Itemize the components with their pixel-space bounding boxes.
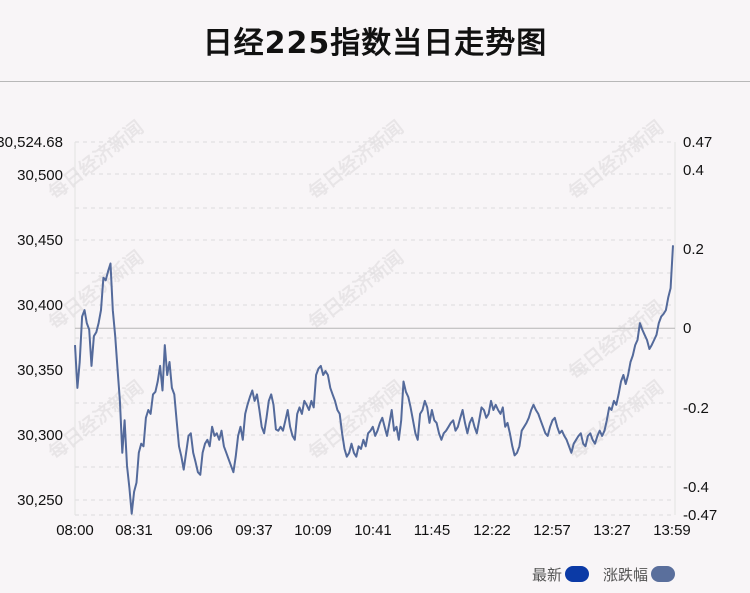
x-tick-label: 09:06 (175, 522, 213, 539)
y-left-tick-label: 30,500 (17, 167, 63, 184)
y-right-tick-label: 0.4 (683, 162, 704, 179)
x-tick-label: 13:59 (653, 522, 691, 539)
x-axis-labels: 08:00 08:31 09:06 09:37 10:09 10:41 11:45 12:22… (56, 522, 691, 539)
watermark-text: 每日经济新闻 (564, 116, 668, 204)
y-right-tick-label: -0.4 (683, 479, 709, 496)
x-tick-label: 09:37 (235, 522, 273, 539)
y-right-tick-label: -0.47 (683, 507, 717, 524)
watermark-text: 每日经济新闻 (564, 296, 668, 384)
y-right-tick-label: -0.2 (683, 400, 709, 417)
y-left-tick-label: 30,350 (17, 362, 63, 379)
legend-label-change: 涨跌幅 (603, 565, 649, 584)
watermark-text: 每日经济新闻 (44, 246, 148, 334)
series-layer (74, 245, 674, 515)
y-left-tick-label: 30,300 (17, 427, 63, 444)
y-right-tick-label: 0.2 (683, 241, 704, 258)
y-left-tick-label: 30,524.68 (0, 134, 63, 151)
x-tick-label: 08:00 (56, 522, 94, 539)
grid-lines (75, 141, 675, 516)
x-tick-label: 12:57 (533, 522, 571, 539)
x-tick-label: 11:45 (414, 522, 450, 539)
legend-item-change[interactable]: 涨跌幅 (603, 564, 676, 585)
watermark-text: 每日经济新闻 (304, 246, 408, 334)
y-axis-left-labels: 30,524.68 30,500 30,450 30,400 30,350 30,300 3… (0, 134, 63, 509)
chart-title: 日经225指数当日走势图 (202, 26, 548, 61)
watermark-text: 每日经济新闻 (44, 376, 148, 464)
legend: 最新 涨跌幅 (532, 563, 689, 585)
x-tick-label: 13:27 (593, 522, 631, 539)
legend-swatch-latest (565, 566, 590, 582)
x-tick-label: 08:31 (115, 522, 153, 539)
y-left-tick-label: 30,400 (17, 297, 63, 314)
y-right-tick-label: 0.47 (683, 134, 712, 151)
watermark-text: 每日经济新闻 (304, 116, 408, 204)
legend-label-latest: 最新 (532, 565, 563, 584)
y-left-tick-label: 30,450 (17, 232, 63, 249)
watermark-text: 每日经济新闻 (44, 116, 148, 204)
x-tick-label: 12:22 (473, 522, 511, 539)
y-right-tick-label: 0 (683, 320, 691, 337)
x-tick-label: 10:09 (294, 522, 332, 539)
legend-swatch-change (651, 566, 676, 582)
series-line-latest (74, 245, 674, 515)
watermark-text: 每日经济新闻 (564, 376, 668, 464)
x-tick-label: 10:41 (354, 522, 392, 539)
y-axis-right-labels: 0.47 0.4 0.2 0 -0.2 -0.4 -0.47 (683, 134, 717, 524)
legend-item-latest[interactable]: 最新 (532, 564, 590, 585)
y-left-tick-label: 30,250 (17, 492, 63, 509)
title-divider (0, 81, 750, 82)
